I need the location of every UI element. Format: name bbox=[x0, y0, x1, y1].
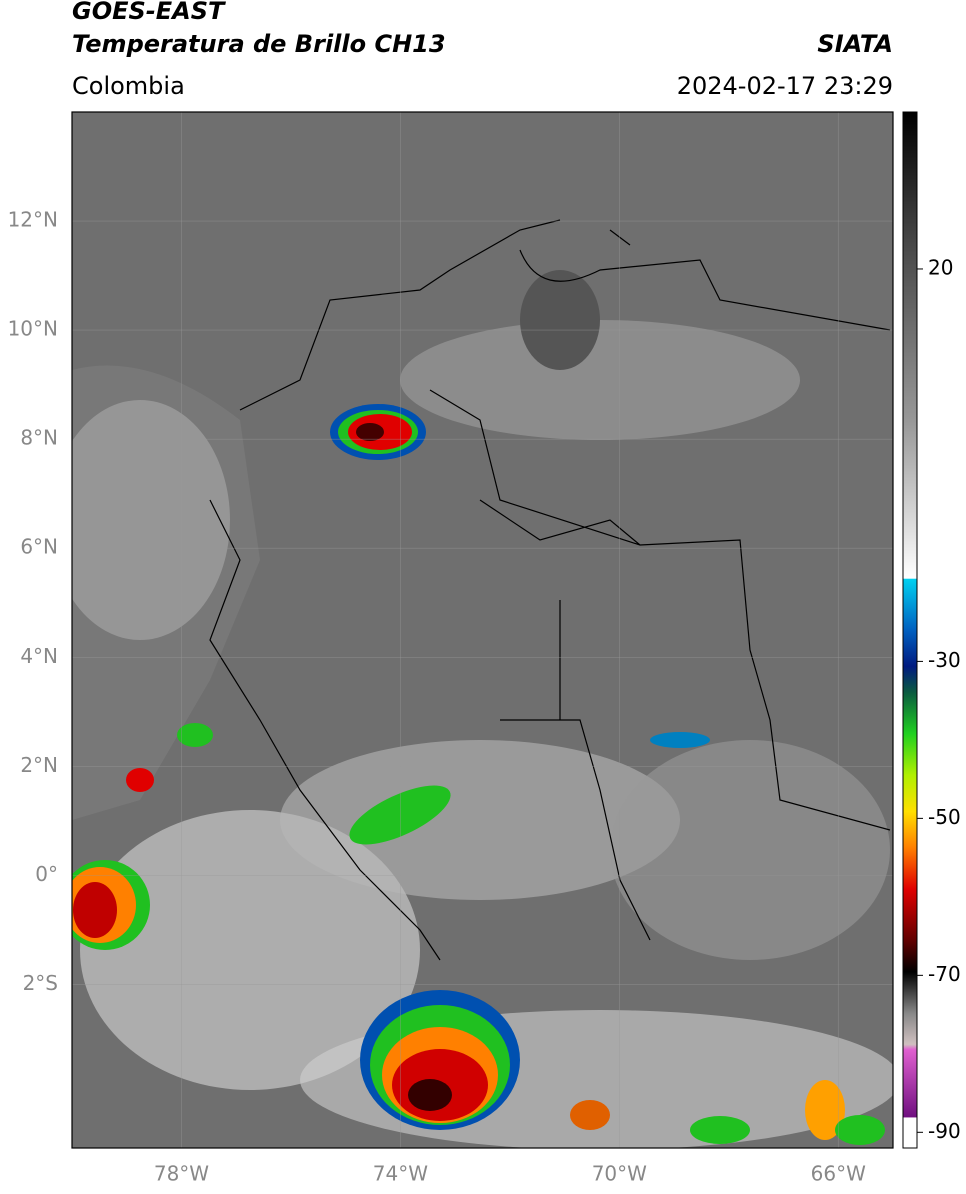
lon-tick-label: 66°W bbox=[811, 1162, 866, 1186]
lat-tick-label: 6°N bbox=[20, 535, 58, 559]
colorbar-tick-label: -50 bbox=[928, 805, 961, 829]
lat-tick-label: 4°N bbox=[20, 644, 58, 668]
colorbar-tick-label: 20 bbox=[928, 255, 953, 279]
lon-tick-label: 78°W bbox=[154, 1162, 209, 1186]
lat-tick-label: 10°N bbox=[8, 317, 58, 341]
region: Colombia bbox=[72, 72, 185, 100]
lat-tick-label: 2°N bbox=[20, 753, 58, 777]
lon-tick-label: 74°W bbox=[373, 1162, 428, 1186]
lat-tick-label: 12°N bbox=[8, 208, 58, 232]
colorbar-tick-label: -30 bbox=[928, 648, 961, 672]
source: SIATA bbox=[817, 30, 893, 58]
map-frame bbox=[71, 111, 894, 1149]
lat-tick-label: 2°S bbox=[23, 971, 58, 995]
product: Temperatura de Brillo CH13 bbox=[72, 30, 446, 58]
colorbar-tick-label: -70 bbox=[928, 962, 961, 986]
lat-tick-label: 0° bbox=[35, 862, 58, 886]
lon-tick-label: 70°W bbox=[592, 1162, 647, 1186]
lat-tick-label: 8°N bbox=[20, 426, 58, 450]
satellite: GOES-EAST bbox=[72, 0, 226, 25]
colorbar bbox=[902, 111, 918, 1149]
colorbar-tick-label: -90 bbox=[928, 1119, 961, 1143]
grid bbox=[72, 112, 893, 1148]
datetime: 2024-02-17 23:29 bbox=[677, 72, 893, 100]
satellite-image bbox=[72, 112, 893, 1148]
